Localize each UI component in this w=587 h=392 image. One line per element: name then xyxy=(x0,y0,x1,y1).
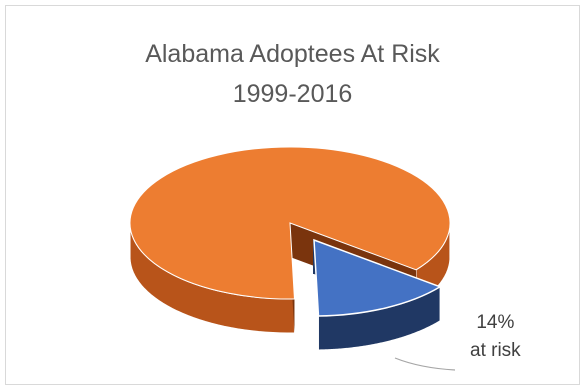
data-label-leader-line xyxy=(394,357,456,371)
at-risk-text: at risk xyxy=(470,340,521,361)
chart-title: Alabama Adoptees At Risk 1999-2016 xyxy=(6,34,579,114)
chart-title-line-2: 1999-2016 xyxy=(232,80,353,108)
chart-title-line-1: Alabama Adoptees At Risk xyxy=(145,40,440,68)
at-risk-percent: 14% xyxy=(476,312,515,333)
pie-slice-at-risk-top xyxy=(313,238,442,317)
pie-slice-not-at-risk-top xyxy=(129,146,451,300)
at-risk-data-label: 14% at risk xyxy=(470,309,521,365)
